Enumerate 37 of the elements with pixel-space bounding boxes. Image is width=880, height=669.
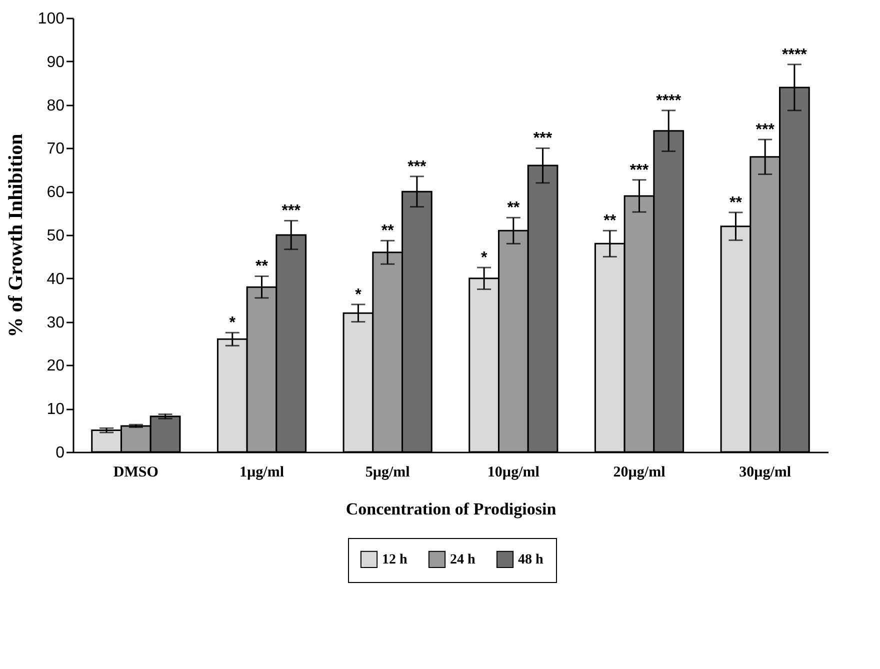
annotation: * (355, 286, 362, 304)
y-tick-label: 60 (46, 184, 65, 202)
x-tick-label: 30µg/ml (739, 464, 792, 480)
y-tick-label: 100 (38, 10, 65, 28)
annotation: *** (756, 122, 776, 139)
y-tick-label: 10 (46, 401, 65, 418)
annotation: * (480, 250, 488, 267)
x-tick-label: 20µg/ml (613, 464, 666, 480)
y-tick-label: 0 (56, 444, 65, 462)
annotation: *** (408, 158, 428, 176)
legend-label: 12 h (382, 552, 408, 568)
annotation: ** (729, 194, 743, 212)
annotation: ** (381, 222, 395, 240)
annotation: ** (256, 258, 269, 276)
y-tick-label: 20 (46, 358, 65, 375)
annotation: ** (507, 200, 520, 217)
annotation: **** (656, 92, 682, 110)
x-tick-label: 10µg/ml (487, 464, 540, 480)
x-tick-label: 5µg/ml (365, 464, 410, 480)
annotation: * (229, 314, 236, 332)
legend-label: 48 h (518, 552, 544, 568)
annotation: ** (604, 212, 617, 230)
y-tick-label: 80 (46, 97, 65, 114)
annotation: **** (782, 46, 808, 64)
y-tick-label: 70 (46, 140, 65, 158)
annotation: *** (282, 202, 302, 220)
x-axis-title: Concentration of Prodigiosin (346, 500, 557, 518)
annotation: *** (630, 162, 650, 179)
y-tick-label: 90 (46, 54, 65, 71)
x-tick-label: DMSO (113, 464, 158, 480)
legend-label: 24 h (450, 552, 476, 568)
y-tick-label: 30 (46, 314, 65, 332)
y-axis-title: % of Growth Inhibition (4, 134, 27, 338)
y-tick-label: 40 (46, 270, 65, 288)
annotation: *** (533, 130, 553, 148)
x-tick-label: 1µg/ml (240, 464, 284, 480)
y-tick-label: 50 (46, 228, 65, 244)
